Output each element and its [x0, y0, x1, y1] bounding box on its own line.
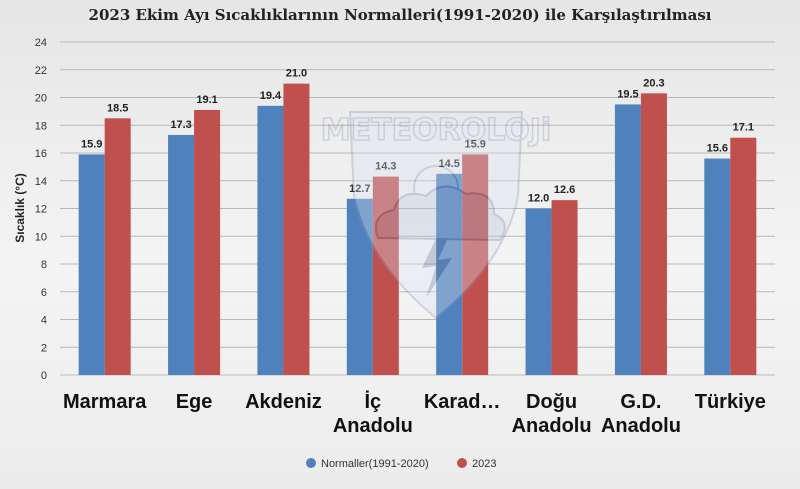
bar-normal-2 — [257, 105, 284, 375]
bar-normal-7 — [704, 158, 731, 375]
value-labels: 15.9 18.5 17.3 19.1 19.4 21.0 12.7 14.3 14.5 15.9… — [81, 68, 754, 205]
bar-normal-0 — [78, 154, 105, 375]
y-tick-label: 0 — [41, 370, 47, 382]
bar-normal-1 — [168, 134, 195, 375]
category-label: Anadolu — [512, 415, 592, 437]
y-tick-label: 16 — [35, 148, 47, 160]
y-tick-label: 6 — [41, 287, 47, 299]
y-tick-label: 8 — [41, 259, 47, 271]
legend: Normaller(1991-2020) 2023 — [306, 458, 496, 470]
y-tick-label: 2 — [41, 342, 47, 354]
meteoroloji-watermark: METEOROLOJi — [320, 111, 552, 320]
data-label: 12.6 — [554, 184, 575, 196]
watermark-text: METEOROLOJi — [321, 113, 551, 148]
y-tick-label: 10 — [35, 231, 47, 243]
bar-2023-7 — [730, 137, 757, 375]
data-label: 14.3 — [375, 161, 396, 173]
category-label: Anadolu — [601, 415, 681, 437]
category-label: Türkiye — [695, 391, 766, 413]
category-label: Doğu — [526, 391, 577, 413]
y-tick-label: 12 — [35, 204, 47, 216]
data-label: 15.6 — [707, 143, 728, 155]
bar-2023-5 — [551, 200, 578, 375]
data-label: 14.5 — [438, 158, 459, 170]
y-tick-label: 4 — [41, 315, 47, 327]
bar-normal-3 — [346, 198, 373, 375]
y-tick-label: 18 — [35, 120, 47, 132]
legend-item-normals: Normaller(1991-2020) — [306, 458, 429, 470]
storm-cloud-lightning-icon — [375, 165, 506, 298]
data-label: 12.7 — [349, 183, 370, 195]
legend-swatch-normals — [306, 458, 316, 468]
bar-2023-3 — [372, 176, 399, 375]
data-label: 19.4 — [260, 90, 282, 102]
legend-item-2023: 2023 — [457, 458, 496, 470]
category-label: Anadolu — [333, 415, 413, 437]
data-label: 17.3 — [170, 119, 191, 131]
category-label: G.D. — [620, 391, 661, 413]
data-label: 12.0 — [528, 193, 549, 205]
category-label: Marmara — [63, 391, 147, 413]
category-label: Ege — [176, 391, 213, 413]
y-tick-label: 14 — [35, 176, 47, 188]
data-label: 20.3 — [643, 77, 664, 89]
shield-shape — [348, 111, 524, 320]
bars — [78, 83, 757, 376]
bar-2023-1 — [194, 109, 221, 376]
legend-swatch-2023 — [457, 458, 467, 468]
chart-title: 2023 Ekim Ayı Sıcaklıklarının Normalleri… — [89, 6, 712, 24]
bar-2023-0 — [104, 118, 131, 375]
y-tick-label: 24 — [35, 37, 47, 49]
data-label: 15.9 — [464, 138, 485, 150]
y-tick-label: 22 — [35, 65, 47, 77]
category-label: İç — [364, 390, 381, 413]
data-label: 18.5 — [107, 102, 128, 114]
data-label: 15.9 — [81, 138, 102, 150]
y-tick-label: 20 — [35, 93, 47, 105]
legend-label-normals: Normaller(1991-2020) — [321, 458, 429, 470]
bar-normal-4 — [436, 173, 463, 375]
bar-normal-6 — [614, 104, 641, 375]
data-label: 17.1 — [733, 122, 754, 134]
data-label: 21.0 — [286, 68, 307, 80]
legend-label-2023: 2023 — [472, 458, 496, 470]
data-label: 19.1 — [196, 94, 217, 106]
bar-2023-2 — [283, 83, 310, 375]
bar-normal-5 — [525, 208, 552, 375]
data-label: 19.5 — [617, 88, 638, 100]
bar-2023-4 — [462, 154, 489, 375]
y-axis-title: Sıcaklık (°C) — [13, 173, 27, 243]
category-label: Karad… — [424, 391, 501, 413]
category-label: Akdeniz — [245, 391, 322, 413]
bar-2023-6 — [640, 93, 667, 376]
